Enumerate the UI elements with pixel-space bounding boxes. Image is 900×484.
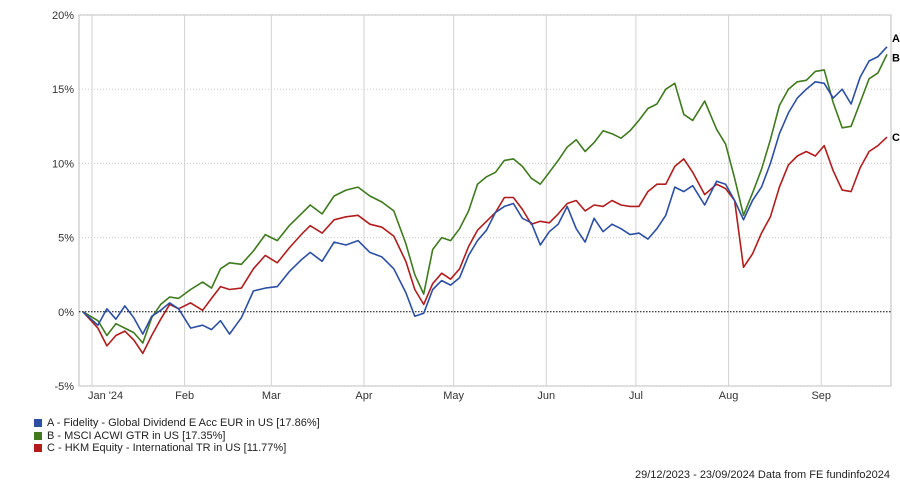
legend-label-c: C - HKM Equity - International TR in US … <box>47 442 287 454</box>
legend-label-a: A - Fidelity - Global Dividend E Acc EUR… <box>47 417 320 429</box>
series-line-a <box>82 46 888 335</box>
legend-item-c: C - HKM Equity - International TR in US … <box>34 442 320 455</box>
y-tick-label: 15% <box>52 84 74 96</box>
plot-area <box>78 14 892 387</box>
series-group <box>82 46 888 355</box>
legend-item-b: B - MSCI ACWI GTR in US [17.35%] <box>34 430 320 443</box>
x-tick-label: May <box>443 390 464 402</box>
y-tick-label: 10% <box>52 158 74 170</box>
legend-item-a: A - Fidelity - Global Dividend E Acc EUR… <box>34 417 320 430</box>
legend-swatch-b <box>34 431 42 440</box>
end-labels: AB C <box>892 33 900 144</box>
series-line-b <box>82 53 888 344</box>
x-axis: Jan '24 Feb Mar Apr May Jun Jul Aug Sep <box>88 390 831 402</box>
x-tick-label: Apr <box>355 390 372 402</box>
end-label-a: A <box>892 33 900 45</box>
x-tick-label: Sep <box>811 390 831 402</box>
x-tick-label: Jan '24 <box>88 390 123 402</box>
y-tick-label: -5% <box>54 381 74 393</box>
legend-swatch-c <box>34 444 42 453</box>
legend-swatch-a <box>34 419 42 428</box>
x-tick-label: Aug <box>719 390 739 402</box>
end-label-c: C <box>892 132 900 144</box>
source-footer: 29/12/2023 - 23/09/2024 Data from FE fun… <box>634 469 890 481</box>
x-tick-label: Jul <box>629 390 643 402</box>
x-tick-label: Jun <box>537 390 555 402</box>
end-label-b: B <box>892 52 900 64</box>
line-chart: 20%15%10%5%0%-5% Jan '24 Feb Mar Apr May Jun J… <box>52 10 900 402</box>
y-tick-label: 0% <box>58 307 74 319</box>
y-tick-label: 5% <box>58 233 74 245</box>
grid-lines <box>79 14 891 387</box>
series-line-c <box>82 136 888 355</box>
x-tick-label: Feb <box>175 390 194 402</box>
legend: A - Fidelity - Global Dividend E Acc EUR… <box>34 417 320 455</box>
y-tick-label: 20% <box>52 10 74 22</box>
legend-label-b: B - MSCI ACWI GTR in US [17.35%] <box>47 429 226 442</box>
x-tick-label: Mar <box>262 390 281 402</box>
y-axis: 20% 15% 10% 5% 0% -5% <box>52 10 74 393</box>
